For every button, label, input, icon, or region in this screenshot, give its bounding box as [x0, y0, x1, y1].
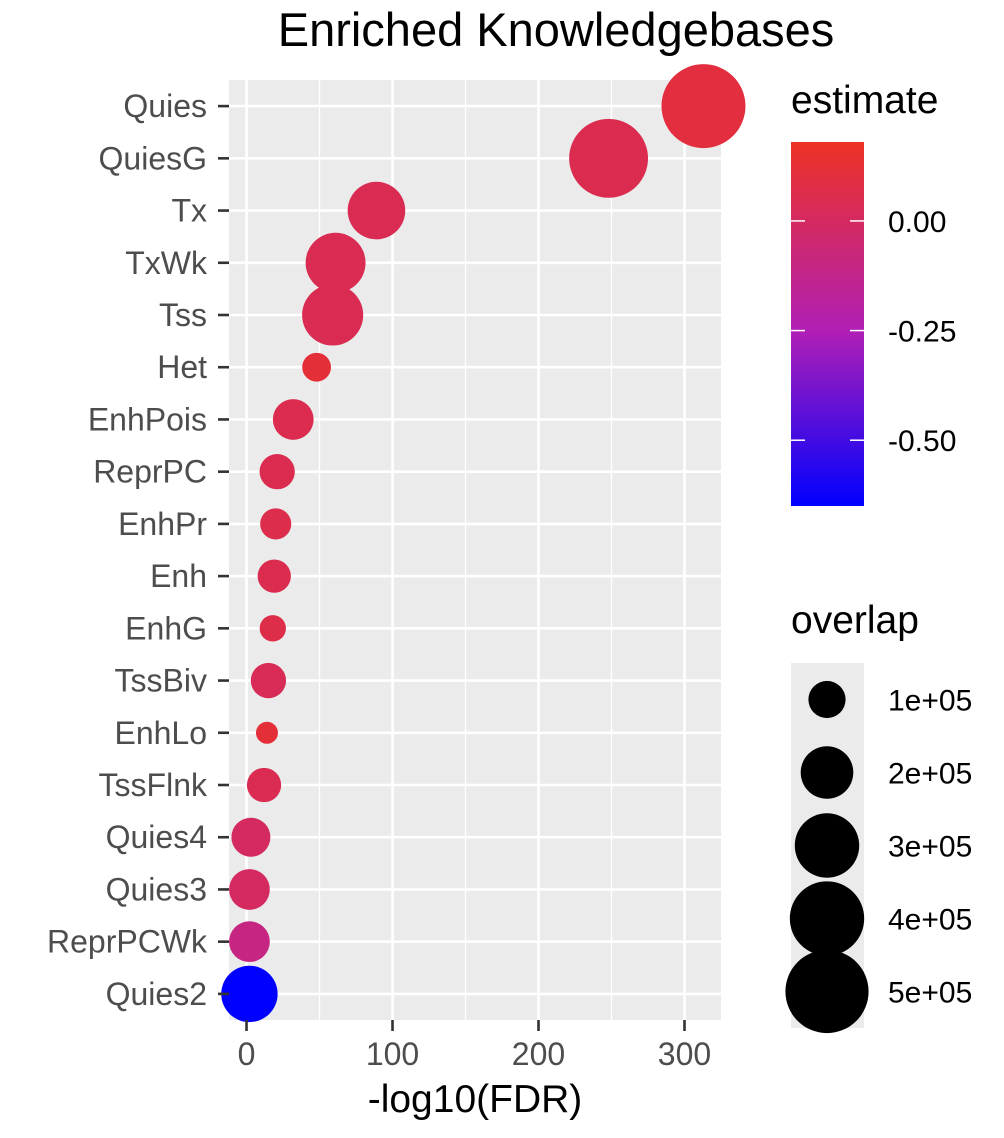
y-tick-label-txwk: TxWk [125, 245, 208, 281]
overlap-legend: overlap 1e+05 2e+05 3e+05 4e+05 5e+05 [785, 599, 972, 1034]
overlap-key-dot-1 [808, 680, 846, 719]
point-tssbiv [250, 662, 287, 699]
overlap-key-dot-4 [789, 881, 865, 956]
y-tick-label-enhpois: EnhPois [88, 401, 207, 437]
y-tick-label-quies2: Quies2 [106, 976, 207, 1012]
colorbar-label-0-25: -0.25 [888, 316, 956, 349]
point-quies4 [231, 817, 271, 857]
point-tssflnk [246, 767, 282, 803]
point-het [302, 352, 331, 382]
minor-gridlines [318, 80, 613, 1020]
chart-title: Enriched Knowledgebases [278, 3, 835, 56]
y-tick-label-het: Het [157, 349, 207, 385]
y-tick-label-reprpcwk: ReprPCWk [47, 924, 208, 960]
overlap-legend-keys: 1e+05 2e+05 3e+05 4e+05 5e+05 [785, 680, 972, 1034]
point-tx [347, 181, 406, 240]
y-tick-label-tx: Tx [171, 193, 207, 229]
overlap-key-dot-5 [785, 949, 869, 1034]
point-reprpc [259, 454, 295, 490]
y-tick-label-enhpr: EnhPr [118, 506, 207, 542]
overlap-key-label-2: 2e+05 [888, 758, 972, 791]
point-quies [661, 64, 746, 149]
x-tick-label-300: 300 [658, 1036, 711, 1072]
overlap-key-dot-3 [794, 813, 860, 878]
point-quiesg [569, 118, 649, 198]
estimate-colorbar [791, 142, 864, 506]
estimate-legend-title: estimate [791, 79, 938, 122]
colorbar-label-0-50: -0.50 [888, 425, 956, 458]
x-axis-label: -log10(FDR) [368, 1078, 583, 1121]
estimate-colorbar-ticks: 0.00 -0.25 -0.50 [791, 206, 956, 458]
x-tick-label-0: 0 [238, 1036, 256, 1072]
y-tick-label-tssflnk: TssFlnk [99, 767, 208, 803]
point-enhlo [255, 721, 278, 744]
point-enhpois [272, 399, 314, 440]
overlap-key-dot-2 [800, 746, 854, 799]
y-tick-label-quies4: Quies4 [106, 819, 207, 855]
colorbar-label-0-00: 0.00 [888, 206, 946, 239]
y-tick-label-enhlo: EnhLo [114, 715, 207, 751]
overlap-key-label-1: 1e+05 [888, 685, 972, 718]
point-enhpr [260, 508, 292, 540]
overlap-key-label-3: 3e+05 [888, 831, 972, 864]
y-tick-label-tssbiv: TssBiv [115, 663, 207, 699]
y-axis: Quies QuiesG Tx TxWk Tss Het EnhPois ReprPC EnhP… [47, 88, 229, 1012]
data-points [221, 64, 746, 1023]
x-axis: 0 100 200 300 [238, 1020, 711, 1072]
point-tss [302, 284, 364, 346]
point-enh [257, 559, 291, 593]
y-tick-label-enhg: EnhG [125, 610, 207, 646]
y-tick-label-enh: Enh [150, 558, 207, 594]
estimate-legend: estimate 0.00 -0.25 -0.50 [791, 79, 956, 506]
overlap-key-label-5: 5e+05 [888, 977, 972, 1010]
y-tick-label-quies3: Quies3 [106, 871, 207, 907]
overlap-legend-title: overlap [791, 599, 919, 642]
point-enhg [259, 615, 286, 642]
point-reprpcwk [229, 921, 270, 963]
y-tick-label-reprpc: ReprPC [93, 454, 207, 490]
plot-panel [229, 80, 721, 1020]
point-txwk [305, 232, 366, 293]
overlap-key-label-4: 4e+05 [888, 904, 972, 937]
point-quies2 [221, 965, 278, 1023]
x-tick-label-200: 200 [512, 1036, 565, 1072]
x-tick-label-100: 100 [366, 1036, 419, 1072]
y-tick-label-quies: Quies [123, 88, 207, 124]
point-quies3 [229, 869, 270, 910]
y-tick-label-quiesg: QuiesG [99, 140, 207, 176]
y-tick-label-tss: Tss [159, 297, 207, 333]
